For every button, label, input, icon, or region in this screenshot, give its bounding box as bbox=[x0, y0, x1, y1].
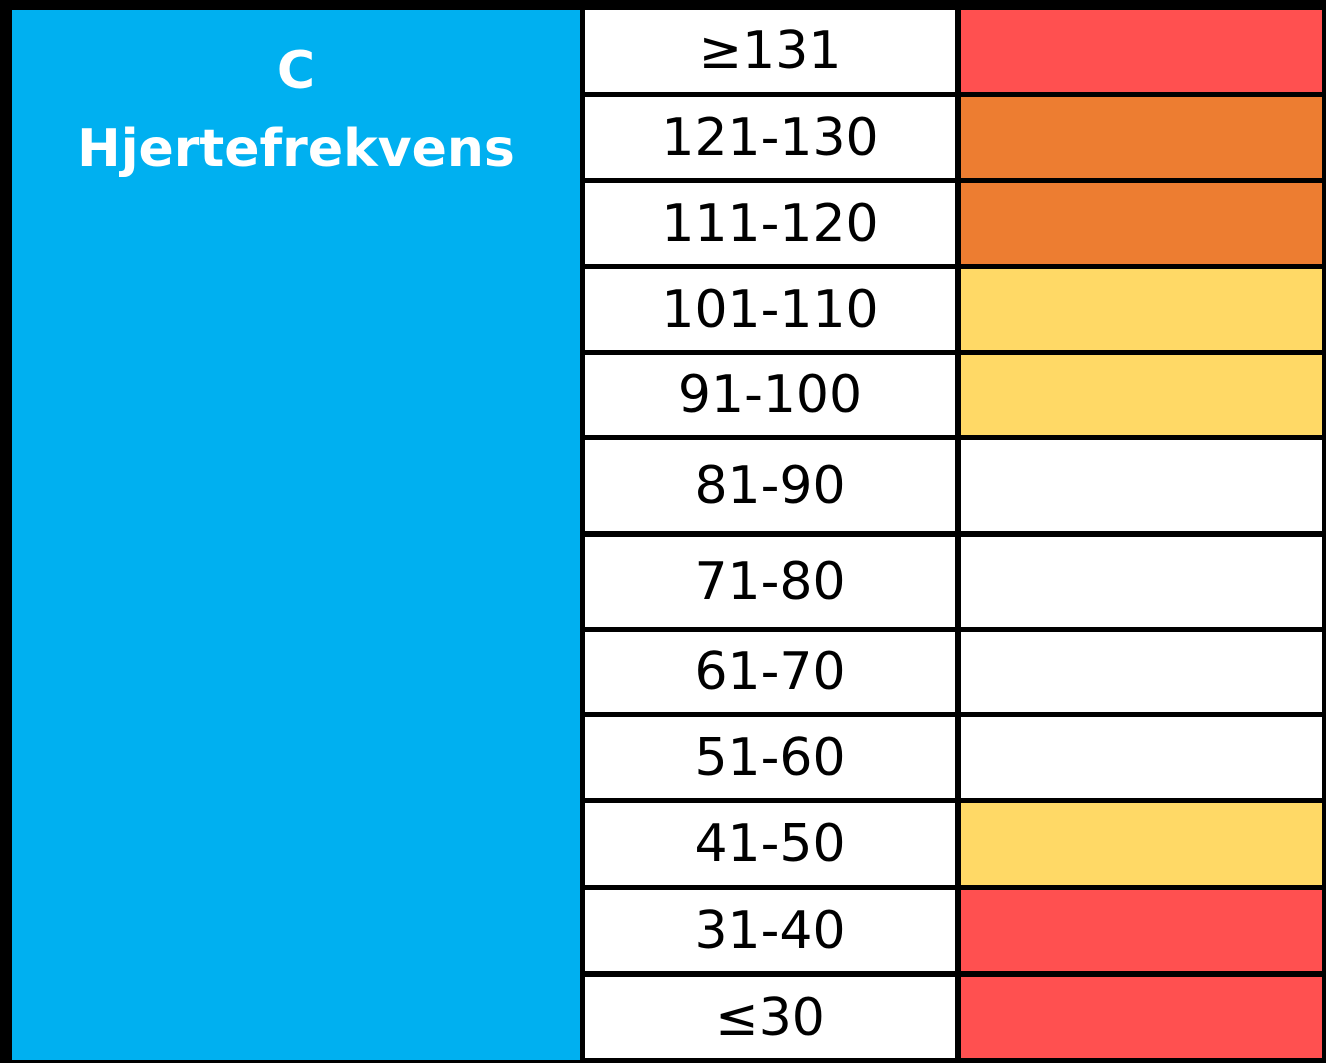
range-cell: 81-90 bbox=[585, 440, 955, 531]
score-color-cell bbox=[961, 183, 1322, 264]
score-color-cell bbox=[961, 97, 1322, 178]
score-color-cell bbox=[961, 890, 1322, 971]
range-cell: 61-70 bbox=[585, 632, 955, 712]
score-color-cell bbox=[961, 977, 1322, 1058]
score-color-cell bbox=[961, 632, 1322, 712]
score-color-cell bbox=[961, 717, 1322, 798]
range-cell: ≤30 bbox=[585, 977, 955, 1058]
score-color-cell bbox=[961, 355, 1322, 435]
score-color-cell bbox=[961, 10, 1322, 92]
range-cell: 71-80 bbox=[585, 537, 955, 627]
category-cell: C Hjertefrekvens bbox=[12, 10, 580, 1060]
score-color-cell bbox=[961, 537, 1322, 627]
score-color-cell bbox=[961, 803, 1322, 885]
range-cell: 51-60 bbox=[585, 717, 955, 798]
range-cell: 91-100 bbox=[585, 355, 955, 435]
range-cell: 41-50 bbox=[585, 803, 955, 885]
range-cell: ≥131 bbox=[585, 10, 955, 92]
range-cell: 31-40 bbox=[585, 890, 955, 971]
score-color-cell bbox=[961, 269, 1322, 350]
range-cell: 111-120 bbox=[585, 183, 955, 264]
score-color-cell bbox=[961, 440, 1322, 531]
category-title: Hjertefrekvens bbox=[77, 119, 515, 179]
range-cell: 121-130 bbox=[585, 97, 955, 178]
category-code: C bbox=[276, 41, 316, 101]
range-cell: 101-110 bbox=[585, 269, 955, 350]
